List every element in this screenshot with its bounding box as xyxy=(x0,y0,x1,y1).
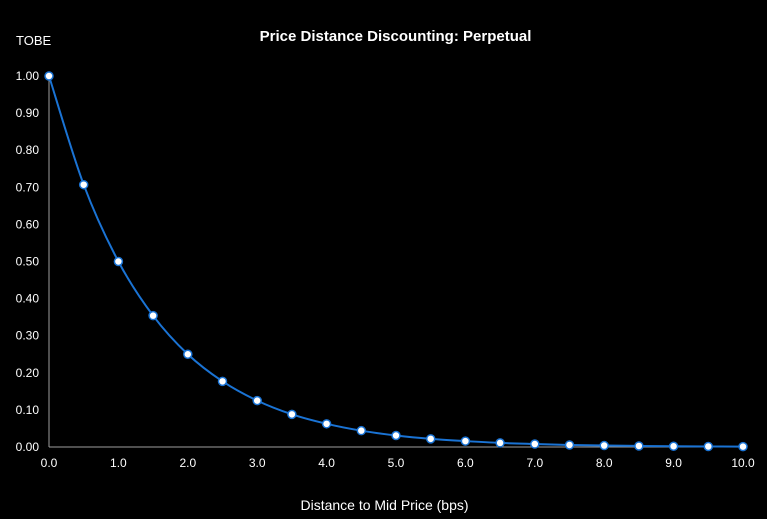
y-tick-label: 0.90 xyxy=(16,106,40,120)
data-point-marker xyxy=(113,256,124,267)
data-point-marker xyxy=(391,430,401,441)
data-point-marker xyxy=(425,434,436,444)
x-tick-label: 1.0 xyxy=(110,456,127,470)
chart-title: Price Distance Discounting: Perpetual xyxy=(259,28,532,45)
y-tick-label: 0.30 xyxy=(16,329,40,343)
x-tick-label: 4.0 xyxy=(318,456,335,470)
data-point-marker xyxy=(321,419,332,429)
data-point-marker xyxy=(668,441,679,452)
y-tick-label: 0.20 xyxy=(16,366,40,380)
x-tick-label: 8.0 xyxy=(596,456,613,470)
data-point-marker xyxy=(599,440,609,451)
x-tick-label: 6.0 xyxy=(457,456,474,470)
data-point-marker xyxy=(564,440,575,450)
y-tick-label: 0.60 xyxy=(16,217,40,231)
data-point-marker xyxy=(217,376,228,387)
data-point-marker xyxy=(78,179,89,190)
data-point-marker xyxy=(44,71,54,81)
x-tick-label: 10.0 xyxy=(731,456,755,470)
data-point-marker xyxy=(738,441,748,452)
data-point-marker xyxy=(356,425,367,436)
data-point-marker xyxy=(148,310,158,321)
data-point-marker xyxy=(287,409,297,420)
data-point-marker xyxy=(495,438,505,448)
data-point-marker xyxy=(703,441,714,452)
x-tick-label: 7.0 xyxy=(526,456,543,470)
series-line xyxy=(48,75,744,448)
data-point-marker xyxy=(530,439,540,449)
x-tick-label: 5.0 xyxy=(388,456,405,470)
y-tick-label: 0.10 xyxy=(16,403,40,417)
y-tick-label: 1.00 xyxy=(16,69,40,83)
x-tick-label: 9.0 xyxy=(665,456,682,470)
y-tick-label: 0.40 xyxy=(16,292,40,306)
y-tick-label: 0.70 xyxy=(16,180,40,194)
x-tick-label: 3.0 xyxy=(249,456,266,470)
data-point-marker xyxy=(460,436,471,446)
x-axis-label: Distance to Mid Price (bps) xyxy=(300,497,469,513)
y-tick-label: 0.80 xyxy=(16,143,40,157)
y-axis-label: TOBE xyxy=(16,33,52,48)
data-point-marker xyxy=(634,441,644,451)
y-tick-label: 0.50 xyxy=(16,255,40,269)
x-tick-label: 0.0 xyxy=(41,456,58,470)
y-tick-label: 0.00 xyxy=(16,440,40,454)
data-point-marker xyxy=(183,349,193,359)
x-tick-label: 2.0 xyxy=(179,456,196,470)
data-point-marker xyxy=(252,395,262,406)
